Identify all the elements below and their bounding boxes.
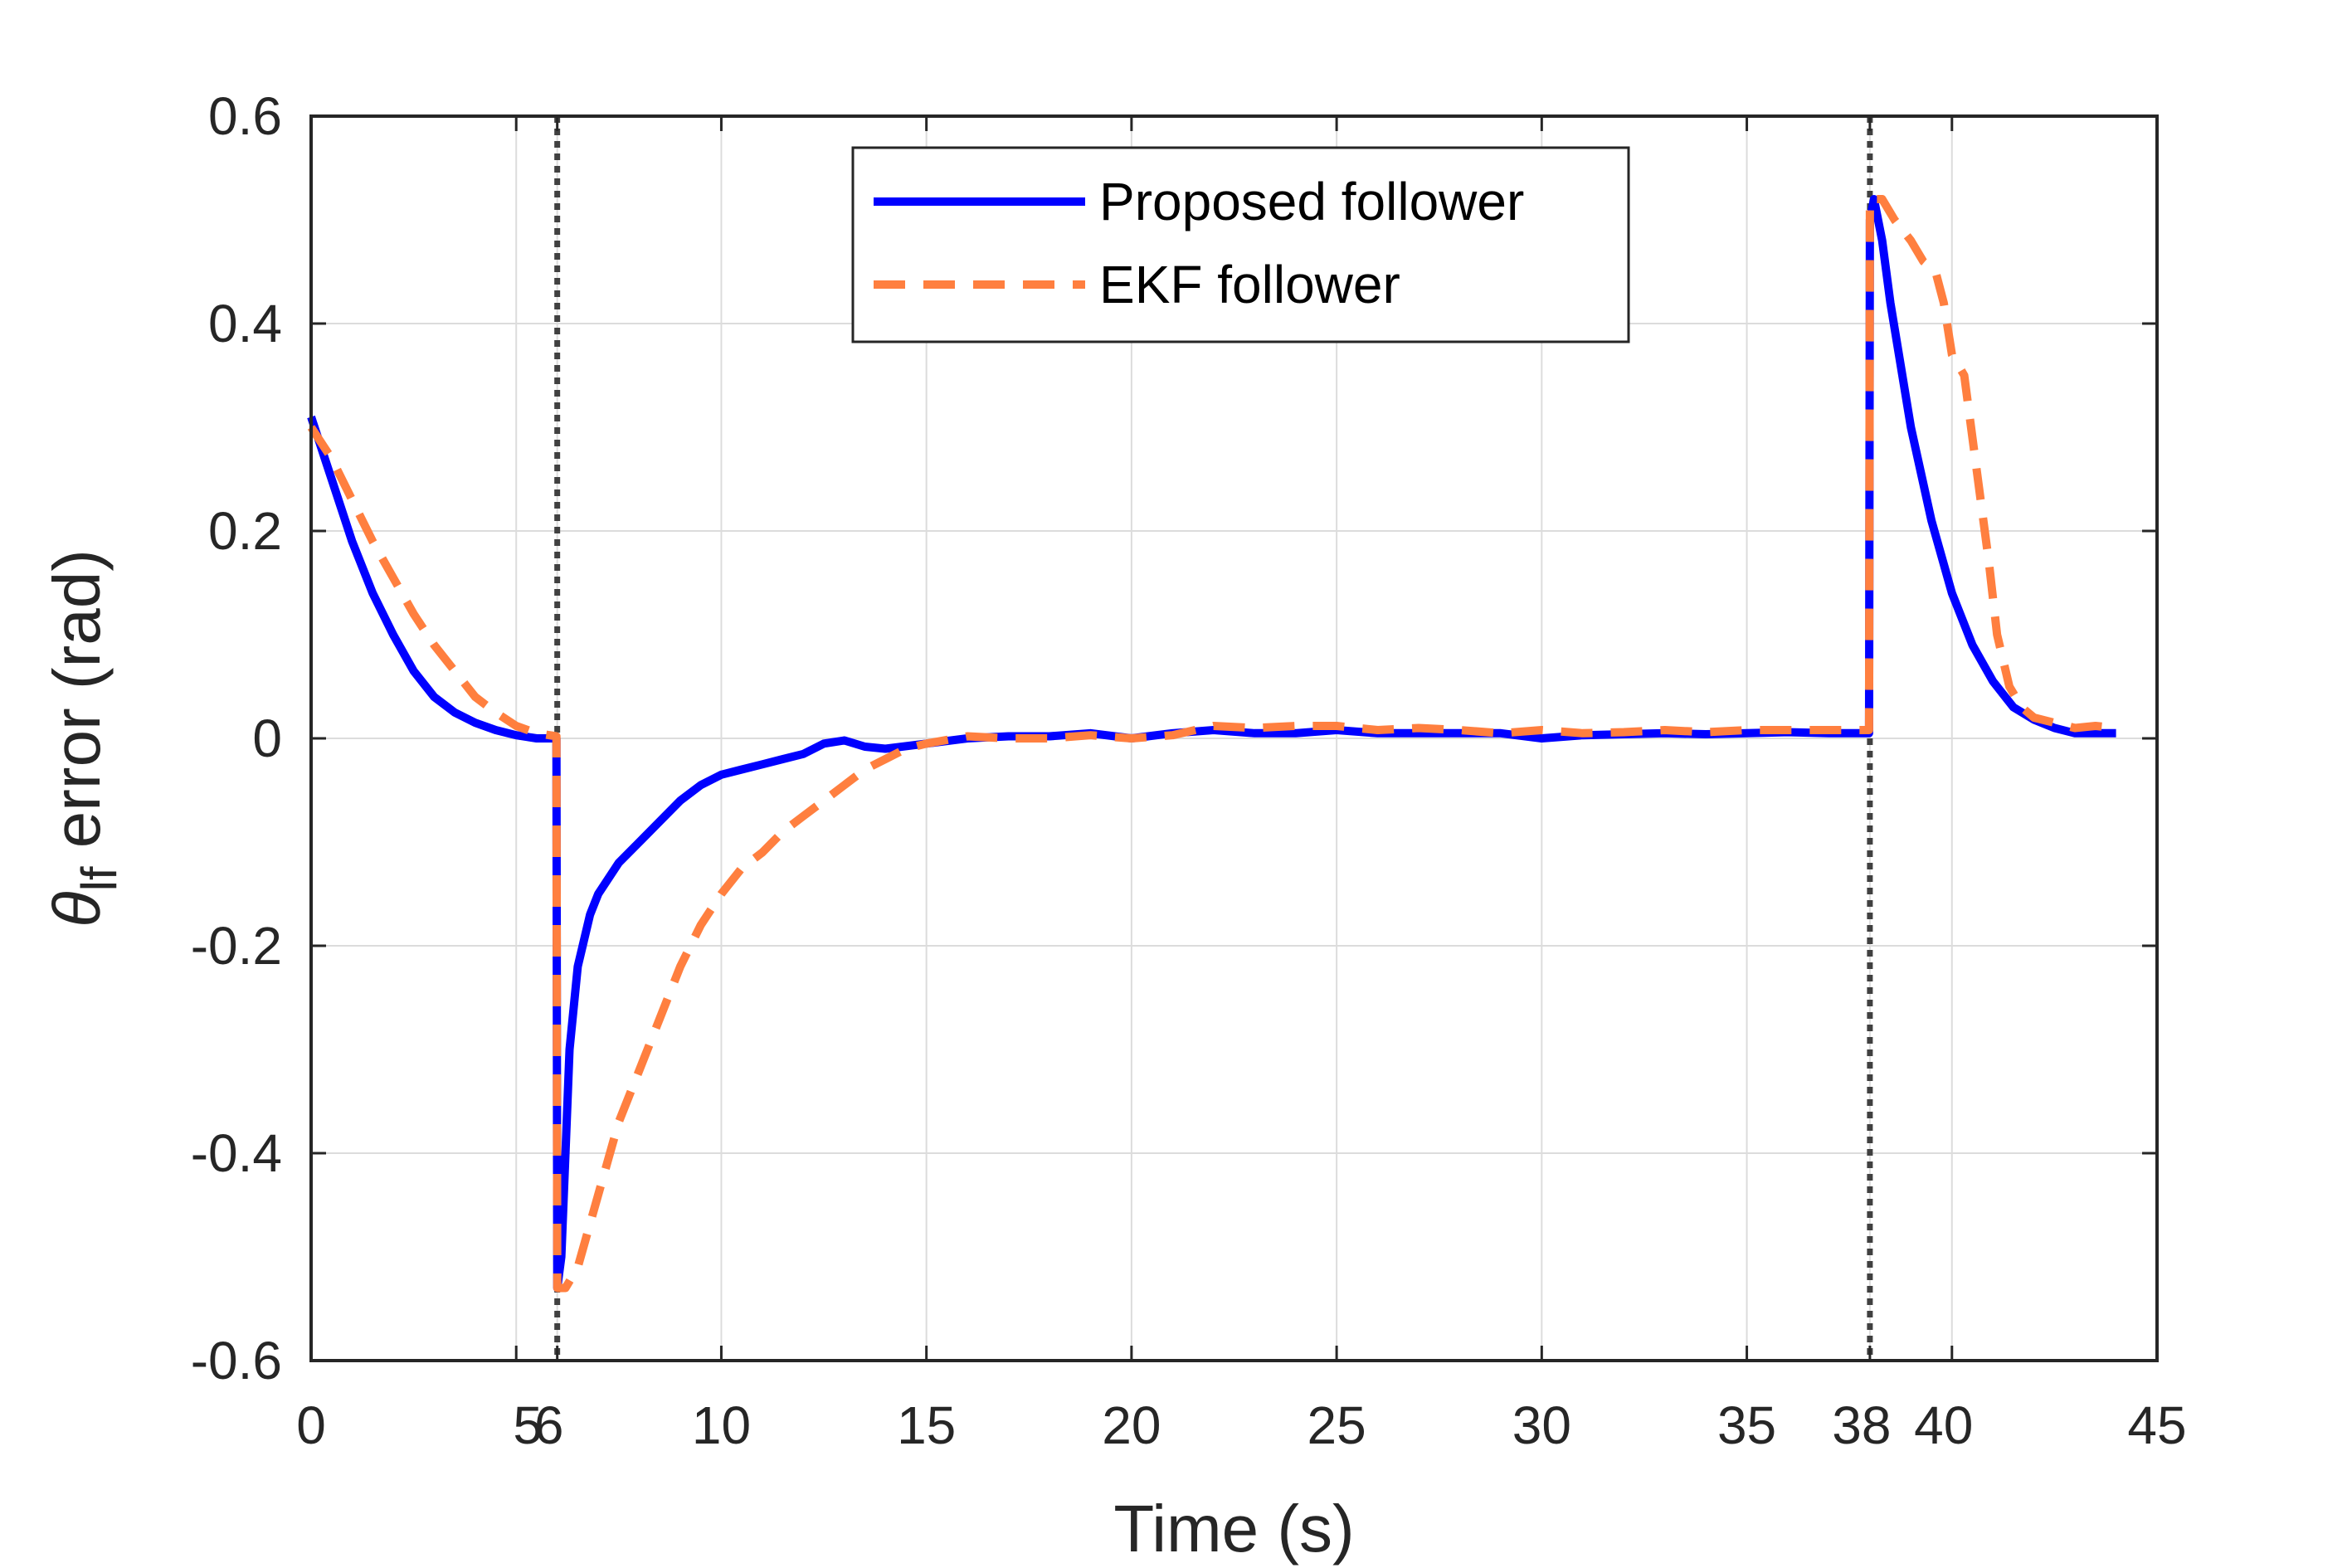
tick-labels: 0 56 10 15 20 25 30 35 38 40 45 0.6 0.4 0.2 0 -0.2 -0.4 -…	[191, 86, 2187, 1455]
legend-box	[851, 146, 1630, 343]
legend-label-ekf: EKF follower	[1099, 255, 1400, 314]
legend-label-proposed: Proposed follower	[1099, 172, 1524, 231]
x-tick-label: 38	[1832, 1395, 1891, 1455]
y-tick-label: 0	[252, 709, 282, 768]
y-axis-label-subscript: lf	[71, 866, 127, 891]
x-tick-label: 5	[513, 1395, 543, 1455]
y-tick-label: 0.4	[208, 294, 282, 353]
x-tick-label: 40	[1914, 1395, 1973, 1455]
y-tick-label: 0.6	[208, 86, 282, 146]
x-tick-label: 35	[1717, 1395, 1776, 1455]
legend: Proposed follower EKF follower	[851, 146, 1630, 343]
x-tick-label: 20	[1102, 1395, 1161, 1455]
y-tick-label: 0.2	[208, 501, 282, 561]
series-layer	[307, 195, 2117, 1293]
y-tick-label: -0.6	[191, 1331, 282, 1390]
x-tick-label: 45	[2127, 1395, 2186, 1455]
y-tick-label: -0.4	[191, 1123, 282, 1183]
series-line-ekf	[307, 195, 2117, 1293]
y-tick-label: -0.2	[191, 916, 282, 976]
y-axis-label-text: error (rad)	[40, 549, 114, 866]
y-axis-label: θlf error (rad)	[40, 549, 127, 928]
x-tick-label: 6	[534, 1395, 564, 1455]
x-tick-label: 0	[296, 1395, 326, 1455]
x-tick-label: 15	[897, 1395, 956, 1455]
y-axis-label-symbol: θ	[40, 891, 114, 927]
ticks	[309, 114, 2159, 1362]
x-tick-label: 25	[1307, 1395, 1366, 1455]
x-tick-label: 10	[692, 1395, 751, 1455]
x-axis-label: Time (s)	[1113, 1492, 1354, 1566]
x-tick-label: 30	[1512, 1395, 1571, 1455]
